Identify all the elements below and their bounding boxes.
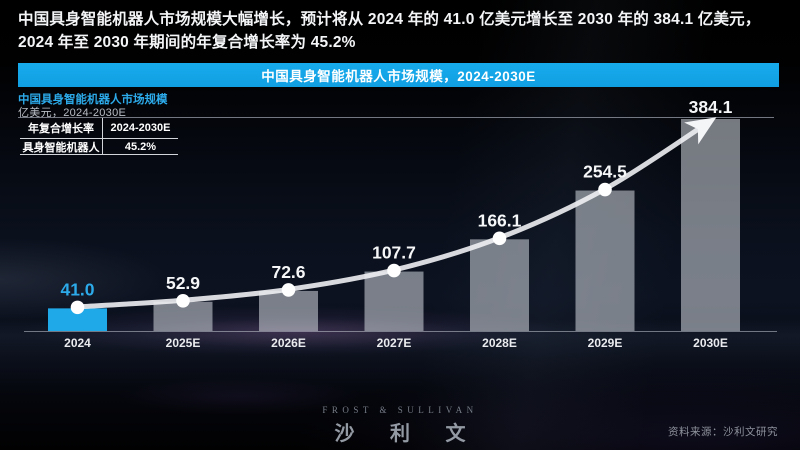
value-label-2026E: 72.6 bbox=[271, 262, 305, 282]
bar-2030E bbox=[681, 119, 740, 331]
axis-label-2027E: 2027E bbox=[377, 336, 412, 350]
value-label-2028E: 166.1 bbox=[478, 210, 522, 230]
data-point-2028E bbox=[492, 231, 507, 246]
trend-arrowhead bbox=[684, 117, 717, 145]
chart-subtitle: 亿美元，2024-2030E bbox=[18, 107, 127, 119]
data-point-2027E bbox=[387, 263, 401, 278]
data-point-2025E bbox=[176, 294, 190, 308]
value-label-2029E: 254.5 bbox=[583, 162, 627, 182]
bar-2024 bbox=[48, 308, 107, 331]
cagr-header-period: 2024-2030E bbox=[110, 122, 171, 134]
value-label-2027E: 107.7 bbox=[372, 243, 416, 263]
axis-label-2028E: 2028E bbox=[482, 336, 517, 350]
bar-2028E bbox=[470, 239, 529, 331]
cagr-table-data-row: 具身智能机器人 45.2% bbox=[20, 139, 178, 154]
bar-2027E bbox=[364, 271, 424, 331]
data-point-2026E bbox=[281, 283, 296, 297]
cagr-row-value: 45.2% bbox=[124, 140, 157, 153]
banner-title: 中国具身智能机器人市场规模，2024-2030E bbox=[261, 69, 536, 84]
cagr-table-header-row: 年复合增长率 2024-2030E bbox=[20, 118, 178, 139]
data-point-2029E bbox=[598, 182, 612, 197]
cagr-row-label: 具身智能机器人 bbox=[20, 139, 103, 154]
source-note: 资料来源：沙利文研究 bbox=[668, 426, 778, 438]
cagr-table: 年复合增长率 2024-2030E 具身智能机器人 45.2% bbox=[20, 118, 178, 155]
logo-text-cn: 沙 利 文 bbox=[334, 423, 481, 445]
cagr-header-metric: 年复合增长率 bbox=[20, 118, 103, 138]
axis-label-2029E: 2029E bbox=[588, 336, 623, 350]
value-label-2030E: 384.1 bbox=[689, 97, 733, 117]
chart-banner: 中国具身智能机器人市场规模，2024-2030E bbox=[18, 63, 779, 87]
axis-label-2030E: 2030E bbox=[693, 336, 728, 350]
headline: 中国具身智能机器人市场规模大幅增长，预计将从 2024 年的 41.0 亿美元增… bbox=[18, 11, 761, 51]
axis-label-2026E: 2026E bbox=[271, 336, 306, 350]
axis-label-2025E: 2025E bbox=[166, 336, 201, 350]
axis-label-2024: 2024 bbox=[64, 336, 91, 350]
divider-line bbox=[18, 117, 774, 118]
value-label-2025E: 52.9 bbox=[166, 273, 200, 293]
logo-text-en: FROST & SULLIVAN bbox=[322, 405, 478, 415]
bar-2026E bbox=[259, 290, 318, 331]
frost-sullivan-logo: FROST & SULLIVAN 沙 利 文 bbox=[0, 405, 800, 446]
value-label-2024: 41.0 bbox=[60, 279, 94, 299]
chart-title: 中国具身智能机器人市场规模 bbox=[18, 94, 168, 106]
data-point-2024 bbox=[70, 300, 85, 315]
bar-2029E bbox=[575, 190, 635, 331]
